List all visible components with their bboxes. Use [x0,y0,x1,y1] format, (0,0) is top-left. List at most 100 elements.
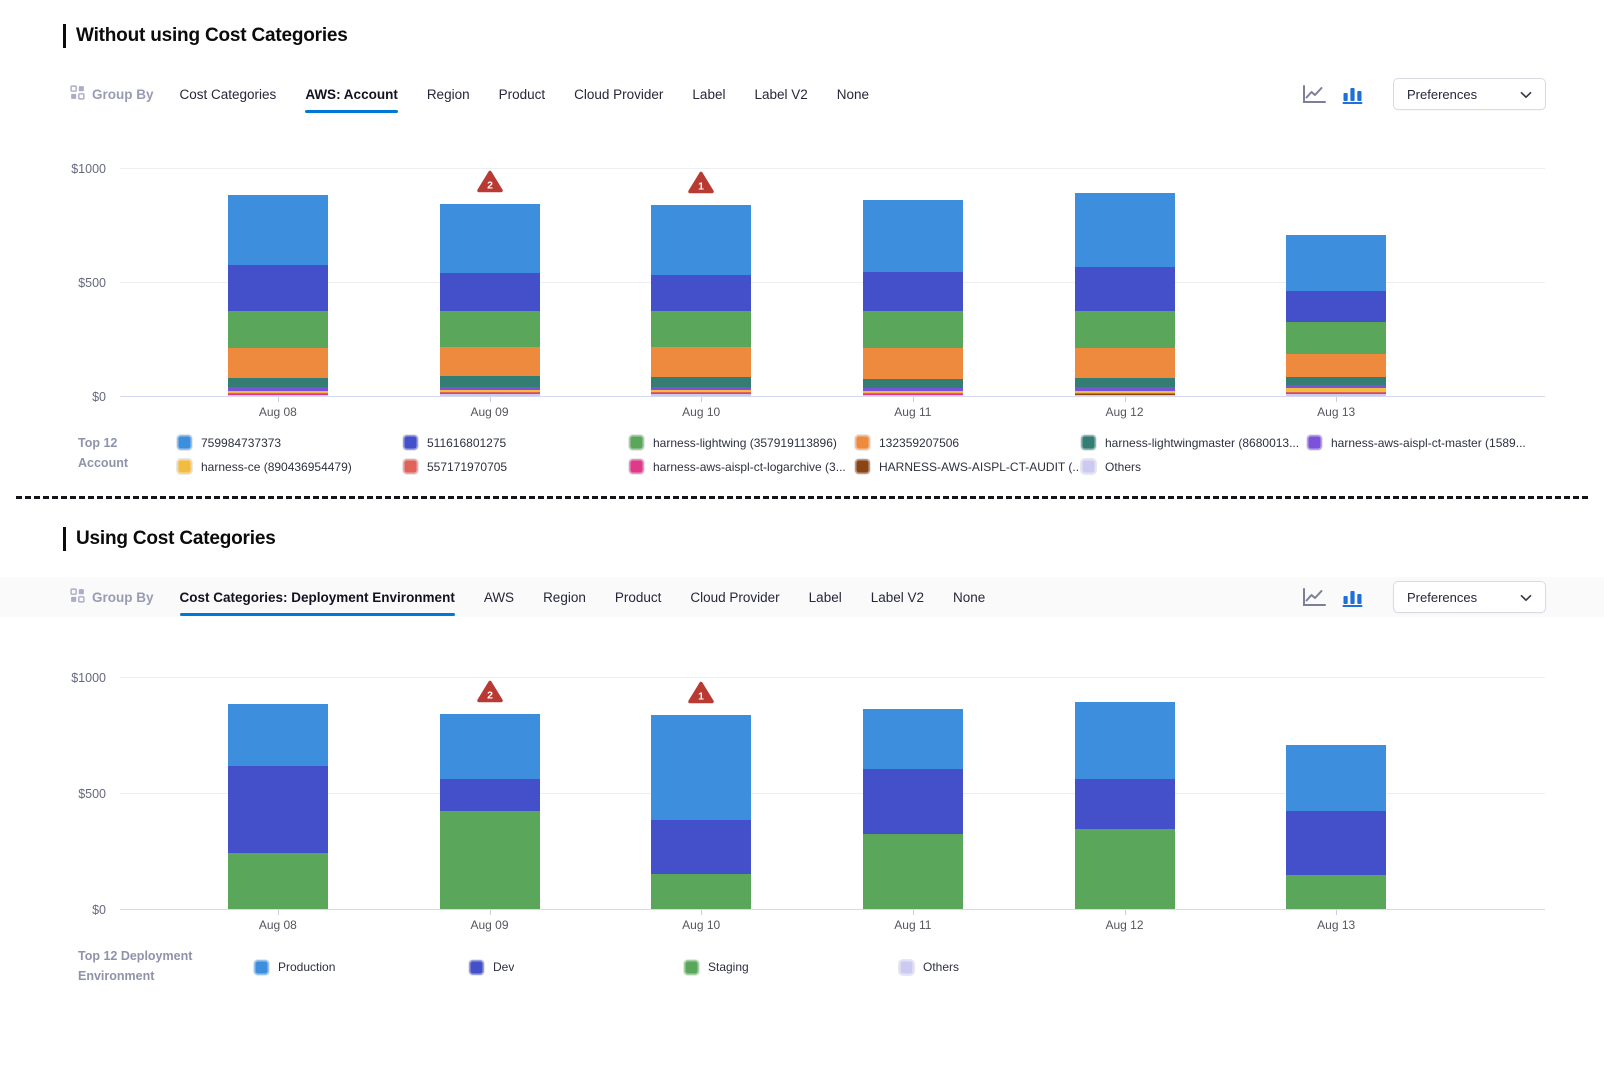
bar-segment[interactable] [227,395,328,396]
bar-segment[interactable] [1286,874,1387,909]
bar-segment[interactable] [227,387,328,391]
line-chart-icon[interactable] [1302,84,1326,104]
legend-item[interactable]: Production [254,948,469,986]
anomaly-badge[interactable]: 1 [688,171,714,199]
bar-segment[interactable] [651,310,752,347]
bar-segment[interactable] [227,393,328,395]
bar-segment[interactable] [1286,391,1387,394]
stacked-bar[interactable] [651,205,752,396]
anomaly-badge[interactable]: 1 [688,681,714,709]
bar-segment[interactable] [439,811,540,909]
bar-segment[interactable] [1074,828,1175,909]
bar-segment[interactable] [1286,377,1387,386]
bar-segment[interactable] [862,348,963,380]
stacked-bar[interactable] [1074,193,1175,396]
bar-segment[interactable] [862,391,963,394]
legend-item[interactable]: Others [1081,459,1307,474]
bar-segment[interactable] [1074,393,1175,395]
bar-segment[interactable] [439,204,540,273]
tab-cloud-provider[interactable]: Cloud Provider [574,86,664,102]
stacked-bar[interactable] [439,204,540,396]
bar-segment[interactable] [227,264,328,312]
bar-segment[interactable] [862,379,963,389]
tab-label-v2[interactable]: Label V2 [754,86,808,102]
tab-aws[interactable]: AWS [483,589,515,605]
legend-item[interactable]: 132359207506 [855,435,1081,450]
bar-segment[interactable] [439,778,540,812]
bar-segment[interactable] [439,376,540,387]
bar-segment[interactable] [862,199,963,272]
bar-segment[interactable] [1286,291,1387,323]
bar-segment[interactable] [651,346,752,377]
bar-segment[interactable] [1074,266,1175,311]
bar-segment[interactable] [1286,388,1387,392]
preferences-button[interactable]: Preferences [1393,581,1546,613]
legend-item[interactable]: Dev [469,948,684,986]
bar-segment[interactable] [1286,394,1387,396]
bar-segment[interactable] [439,394,540,396]
legend-item[interactable]: harness-aws-aispl-ct-master (1589... [1307,435,1533,450]
bar-segment[interactable] [862,709,963,770]
bar-segment[interactable] [439,346,540,377]
stacked-bar[interactable] [1286,234,1387,396]
bar-segment[interactable] [651,205,752,276]
bar-segment[interactable] [1074,347,1175,379]
bar-segment[interactable] [439,386,540,391]
bar-segment[interactable] [439,272,540,311]
legend-item[interactable]: harness-aws-aispl-ct-logarchive (3... [629,459,855,474]
stacked-bar[interactable] [862,709,963,909]
bar-segment[interactable] [651,390,752,393]
legend-item[interactable]: 759984737373 [177,435,403,450]
bar-segment[interactable] [862,311,963,349]
bar-chart-icon[interactable] [1342,85,1363,104]
stacked-bar[interactable] [227,703,328,909]
bar-segment[interactable] [439,390,540,392]
tab-none[interactable]: None [953,589,986,605]
bar-segment[interactable] [651,820,752,875]
bar-segment[interactable] [227,703,328,766]
stacked-bar[interactable] [1074,702,1175,909]
bar-segment[interactable] [1074,310,1175,348]
bar-segment[interactable] [651,874,752,909]
preferences-button[interactable]: Preferences [1393,78,1546,110]
bar-segment[interactable] [651,376,752,387]
line-chart-icon[interactable] [1302,587,1326,607]
legend-item[interactable]: Others [899,948,1114,986]
legend-item[interactable]: 557171970705 [403,459,629,474]
bar-segment[interactable] [1286,810,1387,875]
bar-segment[interactable] [1074,394,1175,396]
legend-item[interactable]: harness-lightwingmaster (8680013... [1081,435,1307,450]
bar-segment[interactable] [227,348,328,379]
tab-aws-account[interactable]: AWS: Account [305,83,398,113]
bar-segment[interactable] [439,713,540,779]
bar-segment[interactable] [862,395,963,396]
bar-segment[interactable] [1074,387,1175,391]
anomaly-badge[interactable]: 2 [476,170,503,198]
bar-segment[interactable] [1074,193,1175,267]
bar-segment[interactable] [1286,354,1387,378]
bar-segment[interactable] [1074,378,1175,388]
tab-label-v2[interactable]: Label V2 [870,589,925,605]
legend-item[interactable]: harness-ce (890436954479) [177,459,403,474]
bar-segment[interactable] [651,386,752,391]
tab-cost-categories-deployment-environment[interactable]: Cost Categories: Deployment Environment [179,586,456,616]
tab-label[interactable]: Label [692,86,726,102]
bar-chart-icon[interactable] [1342,588,1363,607]
bar-segment[interactable] [1286,393,1387,394]
bar-segment[interactable] [439,393,540,394]
bar-segment[interactable] [1074,392,1175,394]
bar-segment[interactable] [227,391,328,393]
bar-segment[interactable] [1286,322,1387,355]
tab-product[interactable]: Product [614,589,662,605]
bar-segment[interactable] [651,275,752,311]
bar-segment[interactable] [1286,234,1387,292]
legend-item[interactable]: Staging [684,948,899,986]
stacked-bar[interactable] [651,715,752,909]
bar-segment[interactable] [651,392,752,394]
bar-segment[interactable] [227,194,328,265]
bar-segment[interactable] [227,392,328,394]
bar-segment[interactable] [862,393,963,395]
bar-segment[interactable] [227,378,328,388]
tab-cloud-provider[interactable]: Cloud Provider [690,589,780,605]
stacked-bar[interactable] [862,199,963,396]
